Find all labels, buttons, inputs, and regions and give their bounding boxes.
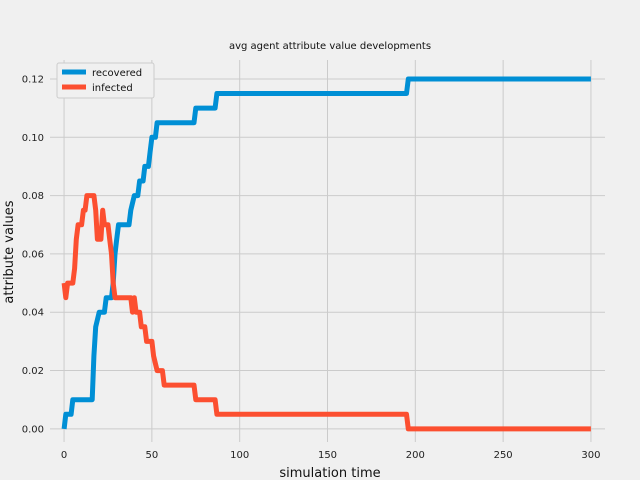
series-lines [61,76,591,432]
y-tick-label: 0.06 [22,249,44,260]
grid [50,60,605,442]
tick-labels: 0 50 100 150 200 250 300 0.00 0.02 0.04 0.06 0.08 0.… [22,74,601,461]
y-tick-label: 0.12 [22,74,44,85]
x-tick-label: 0 [61,450,67,461]
y-axis-label: attribute values [2,200,17,303]
series-line-recovered [61,76,591,430]
x-axis-label: simulation time [279,466,380,480]
y-tick-label: 0.04 [22,308,44,319]
series-line-infected [61,193,591,432]
y-tick-label: 0.10 [22,133,44,144]
chart-title: avg agent attribute value developments [229,41,431,52]
y-tick-label: 0.00 [22,424,44,435]
x-tick-label: 150 [318,450,337,461]
x-tick-label: 200 [406,450,425,461]
x-tick-label: 50 [145,450,158,461]
x-tick-label: 300 [581,450,600,461]
legend-label-infected: infected [92,83,133,94]
legend-label-recovered: recovered [92,68,142,79]
x-tick-label: 250 [494,450,513,461]
y-tick-label: 0.02 [22,366,44,377]
legend: recovered infected [56,62,155,99]
y-tick-label: 0.08 [22,191,44,202]
x-tick-label: 100 [230,450,249,461]
